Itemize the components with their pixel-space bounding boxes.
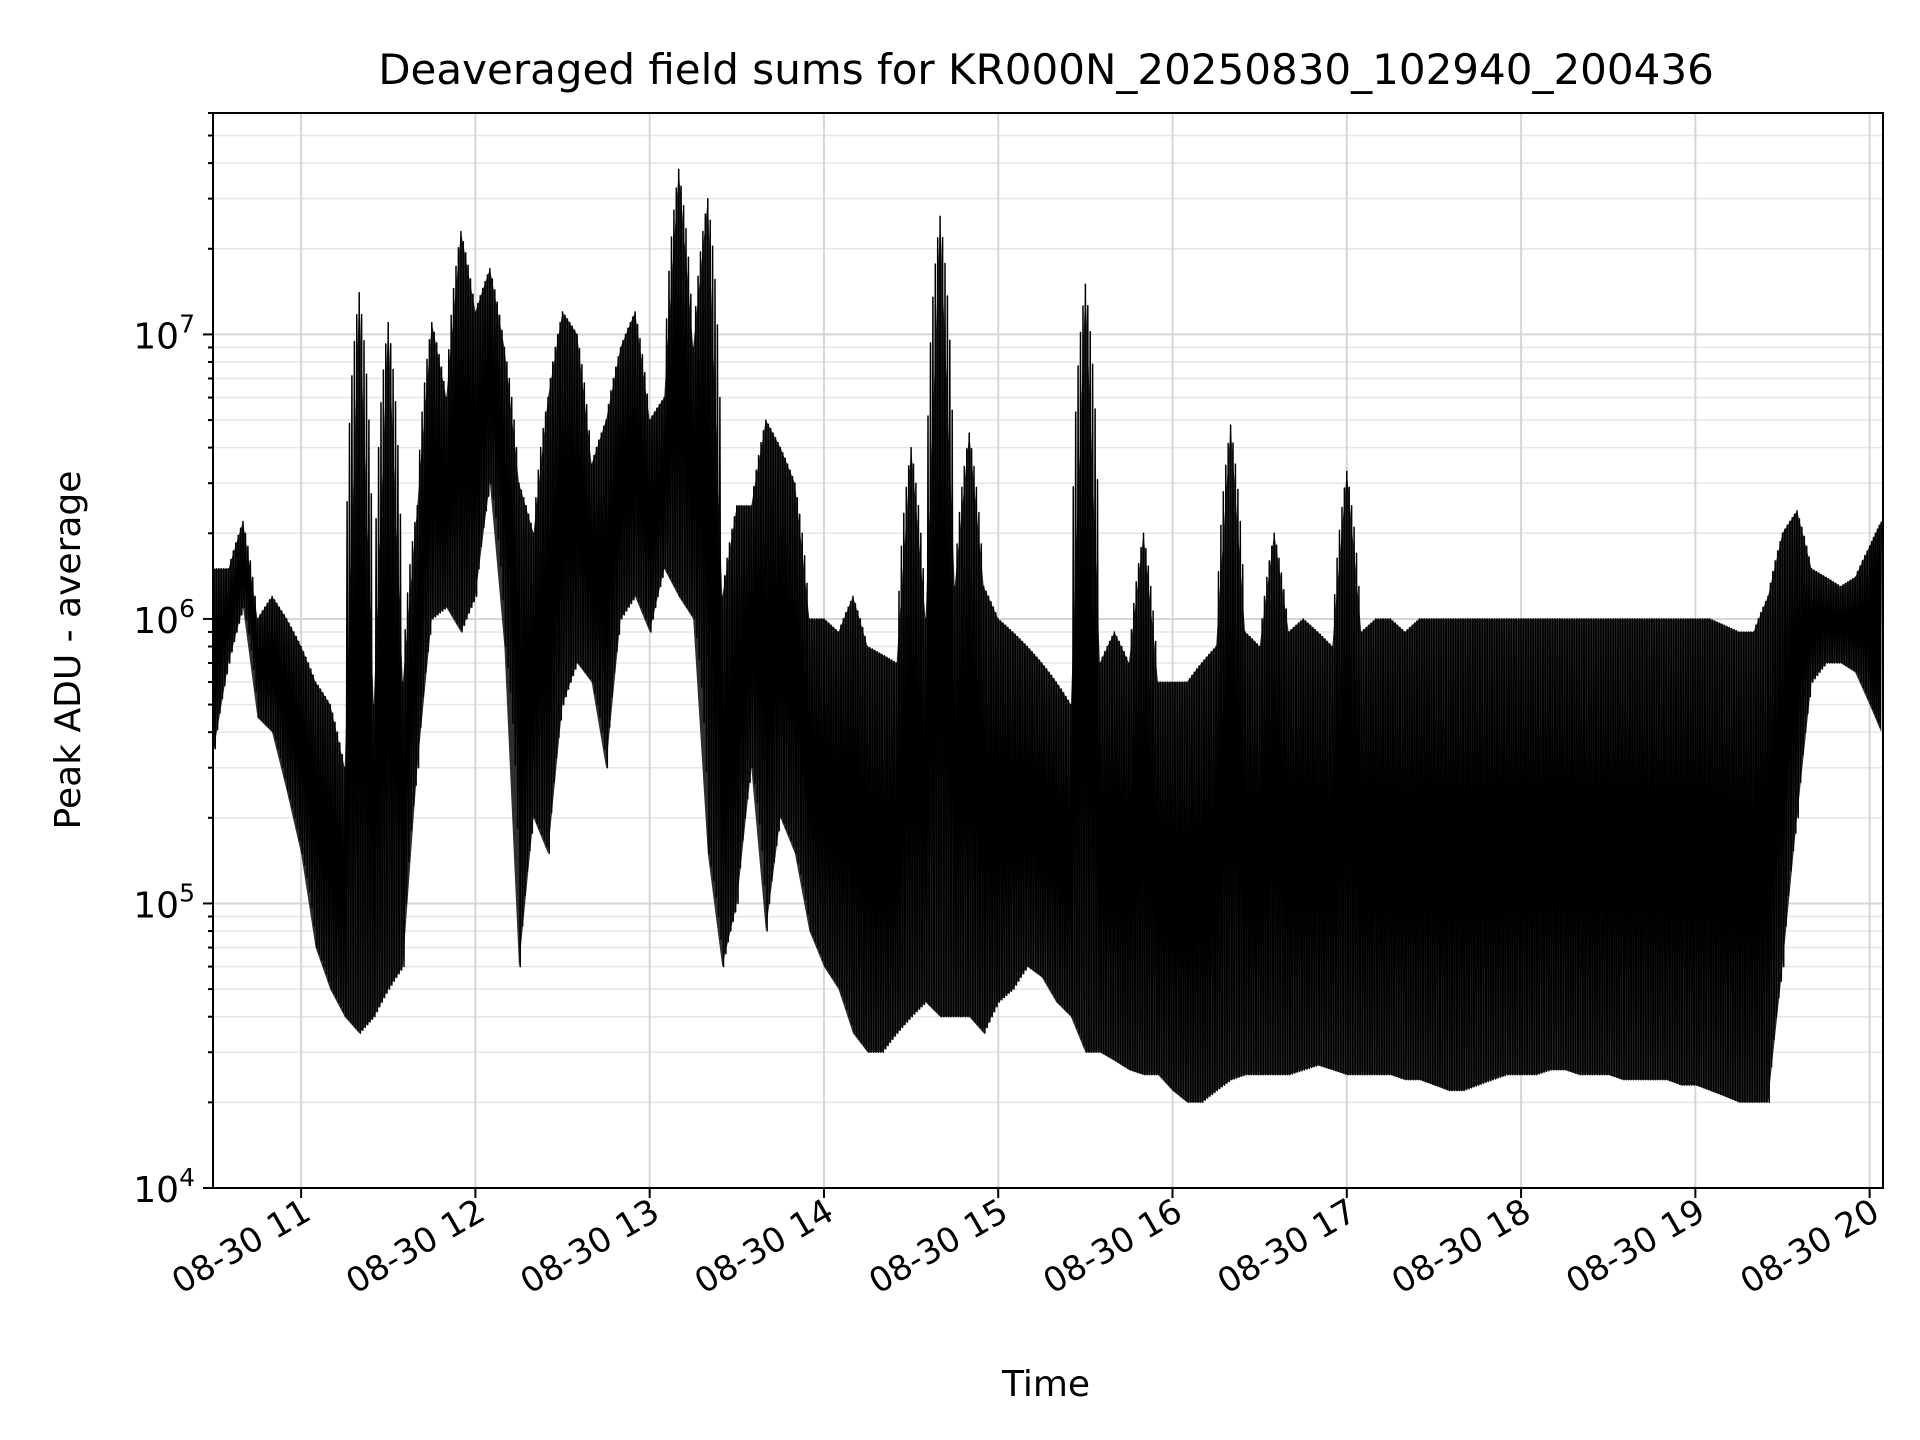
series-layer [213,168,1883,1104]
y-tick-label: 107 [133,309,195,357]
chart-title: Deaveraged field sums for KR000N_2025083… [378,45,1714,94]
y-axis: 104 105 106 107 [133,112,213,1211]
x-axis-label: Time [1001,1364,1090,1405]
y-tick-label: 106 [133,594,195,642]
plot-frame [212,112,1884,1189]
series-line [213,168,1883,1104]
y-tick-label: 104 [133,1163,195,1211]
y-tick-label: 105 [133,878,195,926]
y-axis-label: Peak ADU - average [48,471,89,830]
